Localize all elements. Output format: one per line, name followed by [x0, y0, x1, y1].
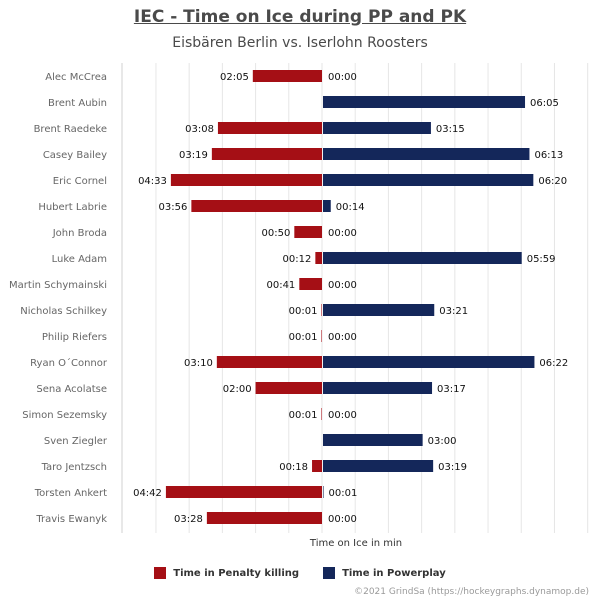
bar-pp [323, 460, 434, 472]
data-label-pk: 03:10 [184, 358, 213, 369]
data-label-pk: 00:01 [289, 410, 318, 421]
data-label-pp: 00:01 [329, 488, 358, 499]
data-label-pp: 03:00 [428, 436, 457, 447]
credit-text: ©2021 GrindSa (https://hockeygraphs.dyna… [354, 587, 589, 597]
bar-pk [321, 408, 322, 420]
legend: Time in Penalty killing Time in Powerpla… [0, 567, 600, 579]
data-label-pp: 03:19 [438, 462, 467, 473]
data-label-pk: 03:28 [174, 514, 203, 525]
data-label-pp: 00:00 [328, 280, 357, 291]
data-label-pp: 00:00 [328, 228, 357, 239]
bar-pk [312, 460, 322, 472]
bar-pk [255, 382, 322, 394]
bar-pk [321, 330, 322, 342]
y-tick-label: Ryan O´Connor [30, 357, 108, 369]
bar-pp [323, 304, 435, 316]
y-tick-label: Philip Riefers [42, 332, 107, 343]
data-label-pp: 00:00 [328, 332, 357, 343]
legend-swatch-pp [323, 567, 336, 579]
bar-pk [206, 512, 322, 524]
legend-item-pp: Time in Powerplay [323, 567, 446, 579]
data-label-pp: 06:20 [538, 176, 567, 187]
data-label-pp: 03:17 [437, 384, 466, 395]
data-label-pp: 00:00 [328, 72, 357, 83]
data-label-pp: 03:15 [436, 124, 465, 135]
y-tick-label: Casey Bailey [43, 150, 107, 161]
y-tick-label: Sena Acolatse [36, 384, 107, 395]
bar-pk [217, 122, 322, 134]
y-tick-label: Martin Schymainski [9, 280, 107, 291]
data-label-pp: 03:21 [439, 306, 468, 317]
data-label-pk: 00:12 [283, 254, 312, 265]
chart-title: IEC - Time on Ice during PP and PK [133, 7, 467, 27]
data-label-pk: 02:00 [223, 384, 252, 395]
bar-pk [252, 70, 322, 82]
data-label-pp: 05:59 [527, 254, 556, 265]
bar-pp [323, 122, 431, 134]
bar-pk [294, 226, 322, 238]
bar-pk [299, 278, 322, 290]
data-label-pk: 00:01 [289, 306, 318, 317]
legend-swatch-pk [154, 567, 167, 579]
data-label-pk: 04:33 [138, 176, 167, 187]
y-tick-label: Eric Cornel [53, 176, 107, 187]
bar-pp [323, 200, 331, 212]
data-label-pp: 00:00 [328, 514, 357, 525]
bar-pp [323, 96, 526, 108]
legend-item-pk: Time in Penalty killing [154, 567, 299, 579]
data-label-pk: 00:50 [261, 228, 290, 239]
y-tick-label: Luke Adam [52, 254, 107, 265]
data-label-pp: 00:00 [328, 410, 357, 421]
bar-pk [191, 200, 322, 212]
data-label-pk: 03:08 [185, 124, 214, 135]
y-tick-label: Torsten Ankert [34, 488, 107, 499]
bar-pp [323, 356, 535, 368]
data-label-pk: 03:56 [159, 202, 188, 213]
bar-pp [323, 486, 324, 498]
data-label-pk: 03:19 [179, 150, 208, 161]
bar-pp [323, 174, 534, 186]
data-label-pk: 02:05 [220, 72, 249, 83]
y-tick-label: John Broda [52, 228, 107, 239]
bar-pk [211, 148, 322, 160]
y-tick-label: Travis Ewanyk [35, 514, 107, 525]
y-tick-label: Hubert Labrie [38, 202, 107, 213]
y-tick-label: Brent Aubin [48, 98, 107, 109]
data-label-pk: 00:41 [266, 280, 295, 291]
bar-pk [170, 174, 322, 186]
bar-pk [165, 486, 322, 498]
data-label-pp: 06:05 [530, 98, 559, 109]
data-label-pk: 04:42 [133, 488, 162, 499]
data-label-pp: 00:14 [336, 202, 365, 213]
x-axis-label: Time on Ice in min [309, 538, 402, 549]
y-tick-label: Alec McCrea [45, 72, 107, 83]
bar-pk [321, 304, 322, 316]
y-tick-label: Sven Ziegler [44, 436, 108, 447]
chart-subtitle: Eisbären Berlin vs. Iserlohn Roosters [172, 35, 428, 51]
bar-pk [315, 252, 322, 264]
legend-label-pk: Time in Penalty killing [173, 567, 300, 579]
bar-pp [323, 148, 530, 160]
bar-pk [216, 356, 322, 368]
data-label-pp: 06:22 [539, 358, 568, 369]
data-label-pp: 06:13 [534, 150, 563, 161]
y-tick-label: Brent Raedeke [34, 124, 107, 135]
y-tick-label: Simon Sezemsky [22, 410, 107, 421]
legend-label-pp: Time in Powerplay [342, 567, 446, 579]
data-label-pk: 00:18 [279, 462, 308, 473]
y-tick-label: Nicholas Schilkey [20, 306, 107, 317]
bar-pp [323, 252, 522, 264]
data-label-pk: 00:01 [289, 332, 318, 343]
bar-pp [323, 434, 423, 446]
bar-pp [323, 382, 433, 394]
y-tick-label: Taro Jentzsch [41, 462, 107, 473]
